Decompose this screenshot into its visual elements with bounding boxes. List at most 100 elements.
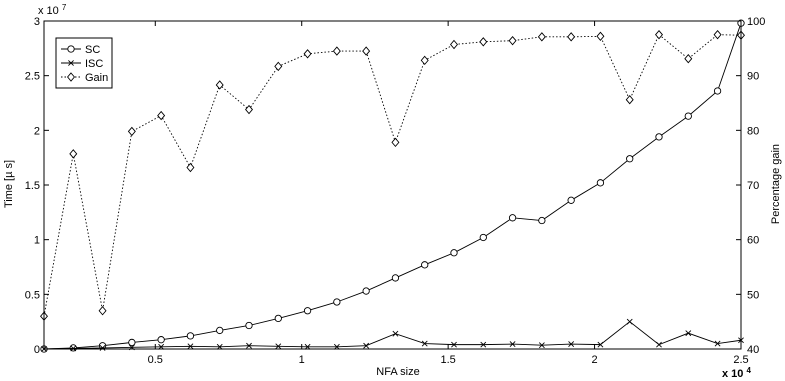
y-left-tick-label: 2.5 xyxy=(25,71,40,83)
marker-stroke xyxy=(714,340,721,347)
data-point-sc xyxy=(538,216,546,225)
data-point-gain xyxy=(684,54,693,64)
y-left-tick-label: 1.5 xyxy=(25,180,40,192)
data-point-sc xyxy=(362,287,370,295)
marker-stroke xyxy=(99,344,106,351)
data-point-gain xyxy=(303,49,312,59)
data-point-isc xyxy=(568,341,575,347)
data-point-isc xyxy=(275,343,282,350)
marker-stroke xyxy=(70,345,77,352)
marker-stroke xyxy=(421,340,428,347)
data-point-gain xyxy=(274,61,283,72)
x-multiplier-base: x 10 xyxy=(722,368,743,380)
marker-stroke xyxy=(480,341,487,348)
marker-stroke xyxy=(626,318,633,325)
data-point-gain xyxy=(655,29,663,40)
data-point-gain xyxy=(479,37,488,47)
y-left-tick-label: 2 xyxy=(34,125,40,137)
data-point-isc xyxy=(70,345,77,352)
data-point-isc xyxy=(363,342,370,349)
x-tick-label: 1 xyxy=(299,354,305,366)
data-point-gain xyxy=(157,110,166,121)
data-point-isc xyxy=(480,341,487,348)
data-point-isc xyxy=(538,342,545,349)
marker-stroke xyxy=(451,341,457,348)
data-point-sc xyxy=(391,274,400,282)
data-point-sc xyxy=(245,321,253,330)
data-point-sc xyxy=(479,233,487,242)
data-point-isc xyxy=(597,341,604,348)
marker-stroke xyxy=(509,341,516,347)
data-point-sc xyxy=(274,314,282,323)
data-point-isc xyxy=(421,340,428,347)
data-point-sc xyxy=(596,179,605,187)
marker-stroke xyxy=(568,341,575,347)
data-point-gain xyxy=(625,95,634,105)
marker-stroke xyxy=(392,330,399,337)
data-point-sc xyxy=(508,214,517,222)
data-point-gain xyxy=(508,35,517,46)
marker-stroke xyxy=(68,60,74,66)
data-point-sc xyxy=(128,338,136,347)
y-right-tick-label: 90 xyxy=(747,71,759,83)
legend: SC ISC Gain xyxy=(55,37,113,89)
y-left-tick-label: 0.5 xyxy=(25,289,40,301)
data-point-sc xyxy=(626,155,634,163)
data-point-isc xyxy=(99,344,106,351)
data-point-sc xyxy=(186,332,195,340)
y-left-tick-label: 1 xyxy=(34,235,40,247)
marker-stroke xyxy=(363,342,370,349)
y-left-multiplier-base: x 10 xyxy=(38,5,59,17)
y-right-tick-label: 50 xyxy=(747,289,759,301)
data-point-isc xyxy=(392,330,399,337)
data-point-sc xyxy=(684,112,692,120)
y-left-multiplier: x 10 7 xyxy=(38,3,67,17)
marker-stroke xyxy=(685,330,692,337)
data-point-gain xyxy=(98,306,107,316)
marker-stroke xyxy=(656,341,662,348)
y-right-tick-label: 60 xyxy=(747,235,759,247)
legend-marker-gain xyxy=(67,72,75,82)
data-point-isc xyxy=(509,341,516,347)
marker-stroke xyxy=(597,341,604,348)
data-point-gain xyxy=(245,104,253,115)
data-point-isc xyxy=(714,340,721,347)
data-point-gain xyxy=(596,31,605,42)
data-point-gain xyxy=(127,126,136,137)
x-tick-label: 1.5 xyxy=(440,354,455,366)
data-point-sc xyxy=(450,249,458,257)
marker-stroke xyxy=(275,343,282,350)
x-multiplier-exponent: 4 xyxy=(746,366,751,375)
x-axis-label: NFA size xyxy=(376,366,419,378)
data-point-gain xyxy=(215,80,224,90)
marker-stroke xyxy=(538,342,545,349)
x-tick-label: 2.5 xyxy=(733,354,748,366)
y-left-tick-label: 0 xyxy=(34,344,40,356)
data-point-sc xyxy=(421,261,429,269)
x-tick-label: 0.5 xyxy=(148,354,163,366)
plot-marks xyxy=(40,19,745,353)
y-left-multiplier-exponent: 7 xyxy=(62,3,67,12)
data-point-isc xyxy=(626,318,633,325)
data-point-isc xyxy=(187,343,194,350)
y-right-tick-label: 80 xyxy=(747,125,759,137)
data-point-gain xyxy=(332,46,341,56)
y-left-tick-label: 3 xyxy=(34,16,40,28)
data-point-gain xyxy=(186,162,195,173)
data-point-isc xyxy=(246,342,252,349)
y-right-axis-label: Percentage gain xyxy=(770,144,782,224)
legend-label-isc: ISC xyxy=(85,58,103,70)
data-point-isc xyxy=(451,341,457,348)
x-tick-label: 2 xyxy=(592,354,598,366)
data-point-gain xyxy=(450,39,458,50)
data-point-sc xyxy=(655,133,663,141)
legend-marker-isc xyxy=(68,60,74,66)
y-right-tick-label: 70 xyxy=(747,180,759,192)
data-point-gain xyxy=(420,55,429,66)
legend-label-sc: SC xyxy=(85,44,100,56)
data-point-gain xyxy=(362,46,371,56)
data-point-sc xyxy=(713,87,722,95)
x-multiplier: x 10 4 xyxy=(722,366,751,380)
